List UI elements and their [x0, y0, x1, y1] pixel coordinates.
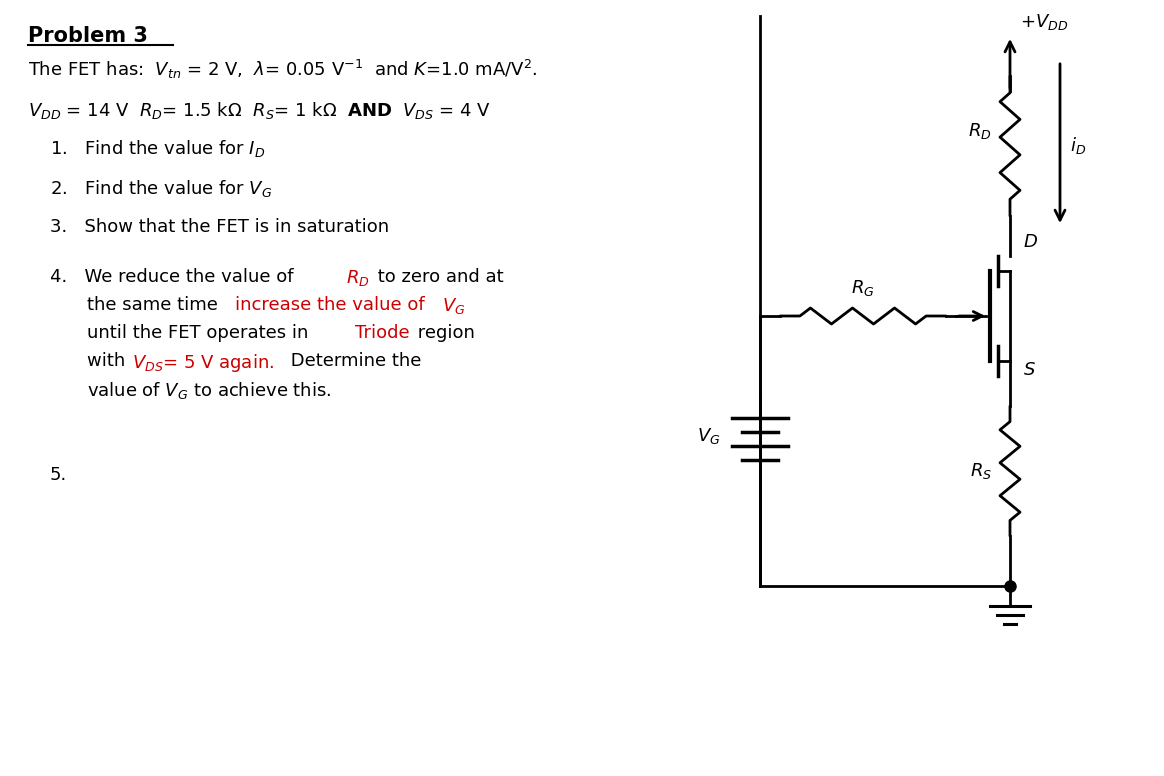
Text: 2.   Find the value for $V_G$: 2. Find the value for $V_G$ — [50, 178, 272, 199]
Text: $V_G$: $V_G$ — [696, 426, 721, 446]
Text: $R_S$: $R_S$ — [970, 461, 992, 481]
Text: $V_{DD}$ = 14 V  $R_D$= 1.5 k$\Omega$  $R_S$= 1 k$\Omega$  $\mathbf{AND}$  $V_{D: $V_{DD}$ = 14 V $R_D$= 1.5 k$\Omega$ $R_… — [28, 100, 491, 121]
Text: region: region — [412, 324, 475, 342]
Text: until the FET operates in: until the FET operates in — [87, 324, 314, 342]
Text: 1.   Find the value for $I_D$: 1. Find the value for $I_D$ — [50, 138, 265, 159]
Text: The FET has:  $V_{tn}$ = 2 V,  $\lambda$= 0.05 V$^{-1}$  and $K$=1.0 mA/V$^2$.: The FET has: $V_{tn}$ = 2 V, $\lambda$= … — [28, 58, 538, 81]
Text: D: D — [1024, 233, 1038, 251]
Text: 3.   Show that the FET is in saturation: 3. Show that the FET is in saturation — [50, 218, 389, 236]
Text: increase the value of: increase the value of — [235, 296, 431, 314]
Text: Problem 3: Problem 3 — [28, 26, 148, 46]
Text: $+V_{DD}$: $+V_{DD}$ — [1020, 12, 1069, 32]
Text: 4.   We reduce the value of: 4. We reduce the value of — [50, 268, 299, 286]
Text: S: S — [1024, 361, 1035, 379]
Text: Triode: Triode — [355, 324, 410, 342]
Text: $R_D$: $R_D$ — [968, 121, 992, 141]
Text: with: with — [87, 352, 132, 370]
Text: Determine the: Determine the — [285, 352, 421, 370]
Text: $R_D$: $R_D$ — [346, 268, 370, 288]
Text: $V_{DS}$= 5 V again.: $V_{DS}$= 5 V again. — [132, 352, 275, 374]
Text: $i_D$: $i_D$ — [1070, 136, 1086, 157]
Text: 5.: 5. — [50, 466, 68, 484]
Text: to zero and at: to zero and at — [372, 268, 504, 286]
Text: $V_G$: $V_G$ — [442, 296, 466, 316]
Text: value of $V_G$ to achieve this.: value of $V_G$ to achieve this. — [87, 380, 332, 401]
Text: the same time: the same time — [87, 296, 223, 314]
Text: $R_G$: $R_G$ — [851, 278, 875, 298]
